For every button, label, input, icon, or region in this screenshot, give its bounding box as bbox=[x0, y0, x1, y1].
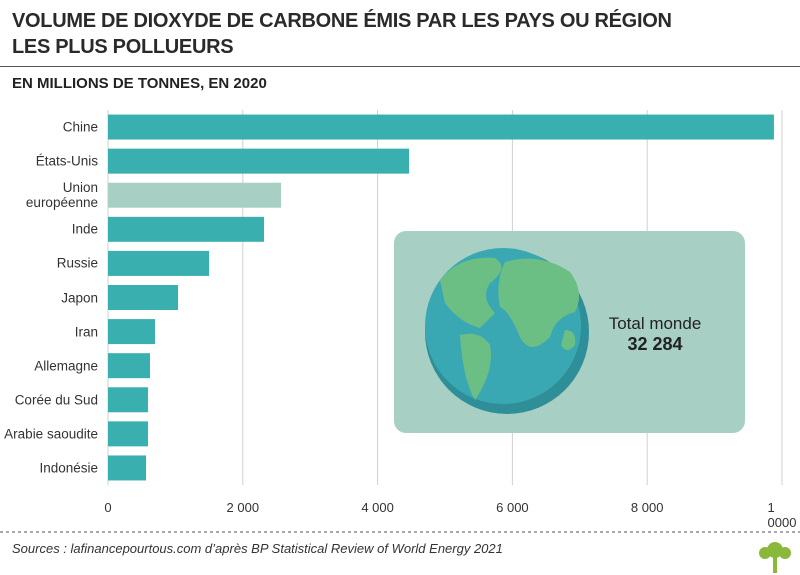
title-line: VOLUME DE DIOXYDE DE CARBONE ÉMIS PAR LE… bbox=[12, 10, 672, 32]
annotation-label: Total monde bbox=[608, 314, 702, 333]
bar bbox=[108, 319, 155, 345]
bar bbox=[108, 455, 147, 481]
y-category-label: Arabie saoudite bbox=[4, 426, 98, 442]
x-tick-label: 8 000 bbox=[630, 500, 664, 515]
y-category-label: Allemagne bbox=[34, 358, 98, 374]
x-tick-label: 2 000 bbox=[226, 500, 260, 515]
x-tick-label: 0 bbox=[104, 500, 112, 515]
y-category-label: Japon bbox=[61, 290, 98, 305]
bar bbox=[108, 182, 282, 208]
title-line: LES PLUS POLLUEURS bbox=[12, 36, 234, 58]
y-category-label: Union européenne bbox=[25, 180, 98, 211]
separator bbox=[0, 66, 800, 67]
bar bbox=[108, 250, 210, 276]
globe bbox=[425, 248, 589, 414]
y-category-label: États-Unis bbox=[35, 153, 98, 169]
x-tick-label: 4 000 bbox=[361, 500, 394, 515]
subtitle: EN MILLIONS DE TONNES, EN 2020 bbox=[12, 75, 267, 92]
y-category-label: Russie bbox=[56, 255, 98, 271]
bar bbox=[108, 114, 774, 140]
source: Sources : lafinancepourtous.com d’après … bbox=[12, 541, 503, 556]
bar bbox=[108, 387, 148, 413]
logo bbox=[759, 542, 791, 573]
bar bbox=[108, 421, 148, 447]
y-category-label: Corée du Sud bbox=[14, 392, 98, 408]
annotation-value: 32 284 bbox=[627, 334, 683, 354]
x-tick-label: 1 0000 bbox=[767, 500, 797, 530]
y-category-label: Chine bbox=[62, 119, 98, 135]
bar bbox=[108, 285, 179, 310]
y-category-label: Indonésie bbox=[39, 460, 98, 476]
y-category-label: Iran bbox=[74, 324, 98, 340]
y-category-label: Inde bbox=[71, 221, 98, 237]
bar bbox=[108, 353, 150, 379]
bar bbox=[108, 216, 265, 242]
x-tick-label: 6 000 bbox=[496, 500, 529, 515]
bar bbox=[108, 148, 410, 174]
